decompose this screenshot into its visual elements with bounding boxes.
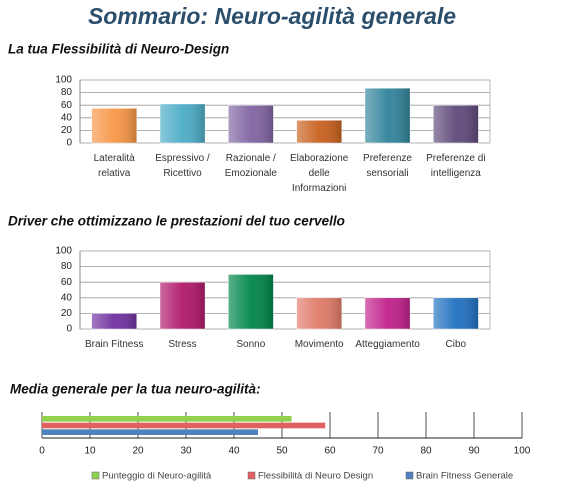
bar [42,429,258,435]
y-tick-label: 40 [61,292,73,303]
y-tick-label: 80 [61,87,73,98]
x-tick-label: Stress [168,339,197,350]
x-tick-label: Razionale / Emozionale [224,153,277,179]
bar-shine [91,313,137,329]
bar-shine [364,297,411,329]
x-tick-label: Sonno [236,339,266,350]
bar-shine [296,297,342,329]
legend-label: Punteggio di Neuro-agilità [102,471,212,482]
x-tick-label: 30 [180,446,192,457]
bar [42,422,326,429]
x-tick-label: Movimento [294,339,344,350]
legend-swatch [91,471,100,480]
y-tick-label: 0 [66,324,72,335]
bar-shine [364,88,411,143]
legend-swatch [405,471,414,480]
y-tick-label: 60 [61,100,73,111]
x-tick-label: Atteggiamento [355,339,420,350]
x-tick-label: 20 [132,446,144,457]
bar-shine [433,105,479,143]
x-tick-label: 60 [324,446,336,457]
legend-swatch [247,471,256,480]
bar-shine [159,282,206,329]
y-tick-label: 100 [55,246,72,257]
bar-shine [228,105,274,143]
x-tick-label: Elaborazione delle Informazioni [289,153,349,194]
bar-shine [228,274,274,329]
x-tick-label: 90 [468,446,480,457]
x-tick-label: 80 [420,446,432,457]
legend-label: Brain Fitness Generale [416,471,513,482]
x-tick-label: Lateralità relativa [93,153,135,179]
bar-shine [433,297,479,329]
y-tick-label: 20 [61,308,73,319]
bar-shine [91,108,137,143]
x-tick-label: 0 [39,446,45,457]
x-tick-label: 70 [372,446,384,457]
x-tick-label: 100 [514,446,531,457]
y-tick-label: 0 [66,138,72,149]
page-title: Sommario: Neuro-agilità generale [88,3,456,29]
y-tick-label: 80 [61,261,73,272]
x-tick-label: Brain Fitness [84,339,144,350]
bar-shine [159,103,206,143]
legend-label: Flessibilità di Neuro Design [258,471,373,482]
y-tick-label: 40 [61,112,73,123]
bar [42,416,292,422]
x-tick-label: 10 [84,446,96,457]
y-tick-label: 20 [61,125,73,136]
x-tick-label: Espressivo / Ricettivo [155,153,210,179]
y-tick-label: 60 [61,277,73,288]
bar-shine [296,120,342,143]
chart-title: Driver che ottimizzano le prestazioni de… [8,214,345,229]
x-tick-label: 50 [276,446,288,457]
x-tick-label: Preferenze di intelligenza [426,153,486,179]
x-tick-label: Preferenze sensoriali [363,153,412,179]
chart-title: La tua Flessibilità di Neuro-Design [8,42,229,57]
x-tick-label: Cibo [445,339,467,350]
y-tick-label: 100 [55,75,72,86]
x-tick-label: 40 [228,446,240,457]
chart-title: Media generale per la tua neuro-agilità: [10,382,261,397]
